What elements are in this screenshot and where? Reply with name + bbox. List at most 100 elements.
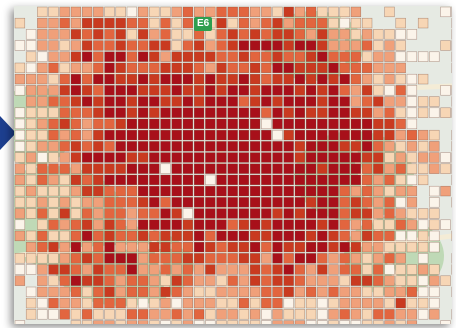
grid-cell[interactable]	[14, 73, 26, 85]
grid-cell[interactable]	[328, 118, 339, 130]
grid-cell[interactable]	[238, 174, 250, 186]
grid-cell[interactable]	[272, 320, 283, 324]
grid-cell[interactable]	[160, 29, 171, 40]
grid-cell[interactable]	[126, 275, 138, 286]
grid-cell[interactable]	[149, 51, 160, 62]
grid-cell[interactable]	[93, 17, 104, 29]
grid-cell[interactable]	[350, 107, 362, 118]
grid-cell[interactable]	[249, 163, 261, 174]
grid-cell[interactable]	[149, 118, 160, 130]
grid-cell[interactable]	[283, 297, 294, 309]
grid-cell[interactable]	[160, 230, 171, 242]
grid-cell[interactable]	[406, 29, 418, 40]
grid-cell[interactable]	[205, 174, 216, 186]
grid-cell[interactable]	[249, 197, 261, 208]
grid-cell[interactable]	[339, 6, 350, 18]
grid-cell[interactable]	[182, 197, 194, 208]
grid-cell[interactable]	[261, 208, 272, 219]
grid-cell[interactable]	[249, 107, 261, 118]
grid-cell[interactable]	[59, 6, 70, 18]
grid-cell[interactable]	[339, 297, 350, 309]
grid-cell[interactable]	[305, 17, 317, 29]
grid-cell[interactable]	[373, 208, 384, 219]
grid-cell[interactable]	[261, 141, 272, 152]
grid-cell[interactable]	[115, 107, 126, 118]
grid-cell[interactable]	[37, 129, 48, 141]
grid-cell[interactable]	[93, 85, 104, 96]
grid-cell[interactable]	[317, 17, 328, 29]
grid-cell[interactable]	[205, 275, 216, 286]
grid-cell[interactable]	[137, 208, 149, 219]
grid-cell[interactable]	[261, 96, 272, 107]
grid-cell[interactable]	[193, 174, 205, 186]
grid-cell[interactable]	[429, 219, 440, 230]
grid-cell[interactable]	[283, 118, 294, 130]
grid-cell[interactable]	[216, 241, 227, 253]
grid-cell[interactable]	[160, 141, 171, 152]
grid-cell[interactable]	[171, 51, 182, 62]
grid-cell[interactable]	[261, 85, 272, 96]
grid-cell[interactable]	[137, 6, 149, 18]
grid-cell[interactable]	[48, 163, 59, 174]
grid-cell[interactable]	[227, 141, 238, 152]
grid-cell[interactable]	[328, 152, 339, 163]
grid-cell[interactable]	[104, 62, 115, 74]
grid-cell[interactable]	[294, 40, 306, 51]
grid-cell[interactable]	[59, 40, 70, 51]
grid-cell[interactable]	[171, 6, 182, 18]
grid-cell[interactable]	[126, 185, 138, 197]
grid-cell[interactable]	[104, 73, 115, 85]
grid-cell[interactable]	[104, 219, 115, 230]
grid-cell[interactable]	[283, 241, 294, 253]
grid-cell[interactable]	[14, 118, 26, 130]
grid-cell[interactable]	[81, 286, 93, 298]
grid-cell[interactable]	[350, 197, 362, 208]
grid-cell[interactable]	[115, 230, 126, 242]
grid-cell[interactable]	[384, 208, 395, 219]
grid-cell[interactable]	[25, 107, 37, 118]
grid-cell[interactable]	[361, 141, 373, 152]
grid-cell[interactable]	[317, 320, 328, 324]
grid-cell[interactable]	[395, 197, 406, 208]
grid-cell[interactable]	[70, 208, 82, 219]
grid-cell[interactable]	[283, 85, 294, 96]
grid-cell[interactable]	[339, 152, 350, 163]
grid-cell[interactable]	[137, 219, 149, 230]
grid-cell[interactable]	[373, 309, 384, 320]
grid-cell[interactable]	[373, 219, 384, 230]
grid-cell[interactable]	[171, 129, 182, 141]
grid-cell[interactable]	[272, 197, 283, 208]
grid-cell[interactable]	[395, 118, 406, 130]
grid-cell[interactable]	[417, 96, 429, 107]
grid-cell[interactable]	[373, 230, 384, 242]
grid-cell[interactable]	[249, 208, 261, 219]
grid-cell[interactable]	[283, 264, 294, 275]
grid-cell[interactable]	[238, 286, 250, 298]
grid-cell[interactable]	[328, 253, 339, 264]
grid-cell[interactable]	[149, 286, 160, 298]
grid-cell[interactable]	[350, 241, 362, 253]
grid-cell[interactable]	[294, 174, 306, 186]
grid-cell[interactable]	[216, 197, 227, 208]
grid-cell[interactable]	[294, 219, 306, 230]
grid-cell[interactable]	[294, 197, 306, 208]
grid-cell[interactable]	[249, 241, 261, 253]
grid-cell[interactable]	[104, 141, 115, 152]
grid-cell[interactable]	[373, 197, 384, 208]
grid-cell[interactable]	[328, 185, 339, 197]
grid-cell[interactable]	[216, 129, 227, 141]
grid-cell[interactable]	[249, 6, 261, 18]
grid-cell[interactable]	[14, 85, 26, 96]
grid-cell[interactable]	[294, 118, 306, 130]
grid-cell[interactable]	[137, 51, 149, 62]
grid-cell[interactable]	[305, 219, 317, 230]
grid-cell[interactable]	[193, 230, 205, 242]
grid-cell[interactable]	[126, 241, 138, 253]
grid-cell[interactable]	[249, 141, 261, 152]
grid-cell[interactable]	[115, 275, 126, 286]
grid-cell[interactable]	[37, 96, 48, 107]
grid-cell[interactable]	[137, 320, 149, 324]
grid-cell[interactable]	[216, 253, 227, 264]
grid-cell[interactable]	[160, 62, 171, 74]
grid-cell[interactable]	[272, 264, 283, 275]
